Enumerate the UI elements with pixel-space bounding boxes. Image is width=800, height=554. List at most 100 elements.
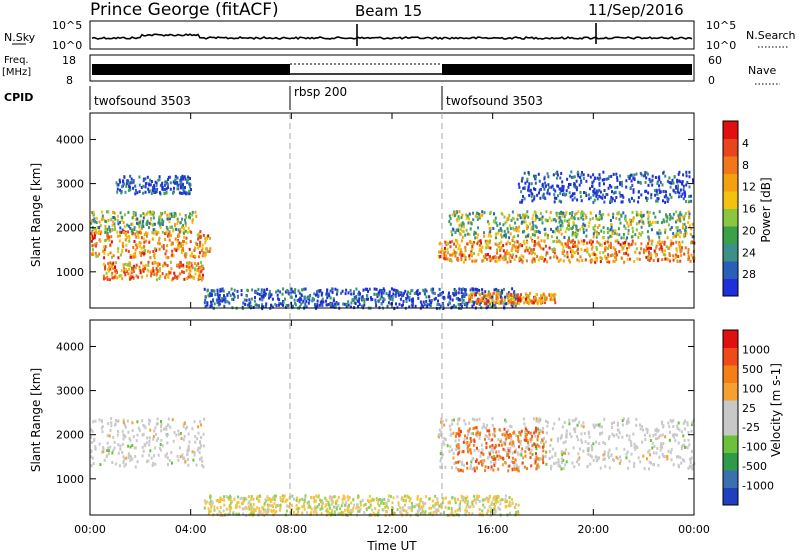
data-cell [672, 463, 675, 467]
data-cell [117, 183, 120, 187]
data-cell [427, 512, 430, 516]
data-cell [223, 304, 226, 308]
data-cell [674, 191, 677, 195]
data-cell [400, 304, 403, 308]
data-cell [183, 175, 186, 179]
data-cell [196, 448, 199, 452]
data-cell [528, 172, 531, 176]
data-cell [569, 240, 572, 244]
data-cell [608, 184, 611, 187]
data-cell [471, 300, 474, 304]
data-cell [594, 260, 597, 264]
data-cell [572, 446, 575, 450]
data-cell [635, 423, 638, 427]
data-cell [413, 292, 416, 295]
data-cell [655, 244, 658, 248]
data-cell [682, 421, 685, 425]
data-cell [689, 194, 692, 198]
data-cell [487, 253, 489, 256]
data-cell [533, 210, 536, 214]
data-cell [142, 219, 145, 223]
data-cell [178, 191, 181, 195]
data-cell [363, 298, 365, 302]
data-cell [112, 448, 115, 452]
data-cell [651, 228, 653, 232]
data-cell [184, 427, 187, 431]
data-cell [101, 450, 104, 454]
data-cell [537, 230, 540, 234]
data-cell [539, 196, 542, 200]
data-cell [147, 269, 150, 273]
data-cell [105, 455, 108, 459]
data-cell [679, 216, 682, 220]
data-cell [164, 276, 167, 280]
data-cell [647, 220, 650, 224]
data-cell [136, 420, 139, 424]
data-cell [307, 301, 310, 305]
data-cell [116, 419, 119, 423]
data-cell [602, 170, 605, 174]
data-cell [677, 421, 680, 425]
data-cell [90, 428, 93, 432]
data-cell [532, 250, 535, 254]
data-cell [194, 241, 197, 245]
data-cell [662, 253, 665, 256]
data-cell [592, 173, 595, 177]
data-cell [471, 259, 474, 263]
data-cell [242, 500, 245, 504]
data-cell [139, 229, 142, 233]
data-cell [617, 241, 620, 245]
data-cell [609, 228, 612, 231]
data-cell [672, 241, 675, 245]
freq-right-tick-top: 60 [708, 54, 722, 67]
data-cell [484, 298, 487, 302]
data-cell [361, 295, 364, 299]
data-cell [167, 423, 170, 427]
data-cell [577, 170, 579, 174]
data-cell [308, 298, 311, 302]
data-cell [572, 245, 575, 248]
data-cell [123, 266, 126, 270]
data-cell [131, 429, 134, 433]
data-cell [610, 453, 613, 457]
data-cell [173, 181, 176, 185]
data-cell [296, 299, 299, 302]
data-cell [691, 421, 694, 425]
data-cell [474, 293, 477, 297]
data-cell [687, 251, 690, 255]
data-cell [531, 240, 534, 243]
data-cell [489, 495, 492, 498]
data-cell [658, 242, 661, 246]
data-cell [686, 181, 689, 184]
data-cell [637, 213, 640, 217]
data-cell [113, 226, 116, 229]
data-cell [345, 305, 348, 309]
data-cell [396, 508, 399, 512]
data-cell [480, 250, 483, 254]
data-cell [680, 194, 683, 198]
data-cell [579, 447, 581, 451]
data-cell [379, 498, 381, 501]
data-cell [142, 216, 145, 220]
data-cell [493, 462, 495, 465]
data-cell [128, 454, 131, 458]
data-cell [493, 434, 496, 438]
data-cell [406, 295, 409, 299]
data-cell [98, 229, 101, 233]
data-cell [520, 190, 523, 194]
data-cell [625, 452, 628, 456]
data-cell [106, 268, 109, 271]
data-cell [213, 505, 216, 509]
data-cell [519, 442, 522, 446]
data-cell [473, 252, 476, 255]
data-cell [392, 496, 395, 500]
data-cell [143, 233, 146, 237]
data-cell [382, 291, 385, 295]
data-cell [589, 454, 592, 458]
data-cell [138, 429, 141, 433]
data-cell [120, 269, 123, 273]
data-cell [642, 213, 645, 217]
data-cell [362, 288, 365, 292]
data-cell [474, 498, 477, 502]
